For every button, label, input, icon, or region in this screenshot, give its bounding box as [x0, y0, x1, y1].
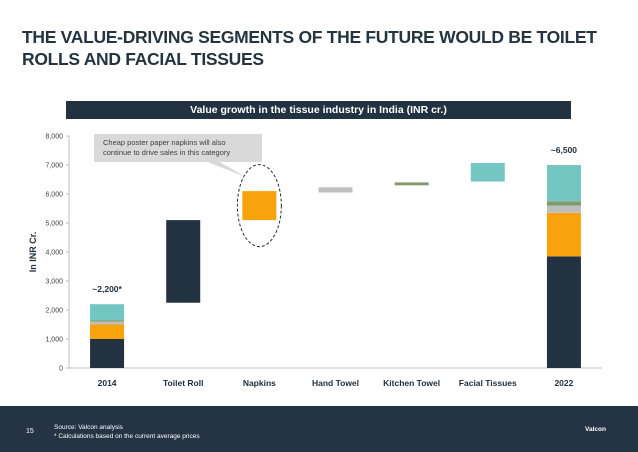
y-tick-label: 4,000	[45, 250, 63, 257]
total-data-label: ~2,200*	[92, 284, 122, 294]
x-tick-label: Facial Tissues	[459, 378, 517, 388]
total-bar-segment	[546, 165, 581, 202]
total-bar-segment	[546, 205, 581, 213]
y-tick-label: 3,000	[45, 279, 63, 286]
callout-pointer	[205, 161, 248, 178]
total-bar-segment	[546, 256, 581, 368]
callout-text: Cheap poster paper napkins will also	[103, 138, 226, 147]
callout-box	[94, 134, 262, 162]
highlight-ellipse	[236, 164, 282, 248]
page-number: 15	[26, 428, 34, 435]
waterfall-chart: 0 1,000 2,000 3,000 4,000 5,000 6,000 7,000 8,00…	[28, 134, 602, 388]
total-bar-segment	[90, 320, 125, 322]
increment-bar	[470, 162, 505, 182]
x-tick-label: Kitchen Towel	[383, 378, 440, 388]
page-title: THE VALUE-DRIVING SEGMENTS OF THE FUTURE…	[22, 27, 597, 69]
callout-text: continue to drive sales in this category	[103, 148, 230, 157]
source-text: Source: Valcon analysis	[54, 424, 123, 431]
total-bar-segment	[90, 321, 125, 325]
x-tick-label: 2022	[554, 378, 573, 388]
x-tick-label: Hand Towel	[312, 378, 359, 388]
footnote-text: * Calculations based on the current aver…	[54, 433, 200, 440]
increment-bar	[166, 220, 201, 303]
x-tick-label: Napkins	[243, 378, 276, 388]
increment-bar	[242, 191, 277, 221]
increment-bar	[318, 187, 353, 193]
footer-bar	[0, 406, 638, 452]
y-tick-label: 5,000	[45, 221, 63, 228]
y-tick-label: 0	[59, 366, 63, 373]
total-bar-segment	[90, 339, 125, 368]
source-note: Source: Valcon analysis * Calculations b…	[54, 423, 200, 441]
y-axis-label: In INR Cr.	[28, 232, 38, 273]
total-bar-segment	[90, 304, 125, 321]
total-data-label: ~6,500	[551, 145, 578, 155]
total-bar-segment	[546, 201, 581, 206]
brand-logo: Valcon	[585, 426, 606, 433]
increment-bar	[394, 182, 429, 186]
y-tick-label: 8,000	[45, 134, 63, 141]
x-tick-label: 2014	[98, 378, 117, 388]
y-tick-label: 6,000	[45, 192, 63, 199]
chart-banner: Value growth in the tissue industry in I…	[66, 101, 571, 119]
y-tick-label: 1,000	[45, 337, 63, 344]
total-bar-segment	[90, 324, 125, 339]
total-bar-segment	[546, 212, 581, 257]
y-tick-label: 7,000	[45, 163, 63, 170]
y-tick-label: 2,000	[45, 308, 63, 315]
x-tick-label: Toilet Roll	[163, 378, 203, 388]
